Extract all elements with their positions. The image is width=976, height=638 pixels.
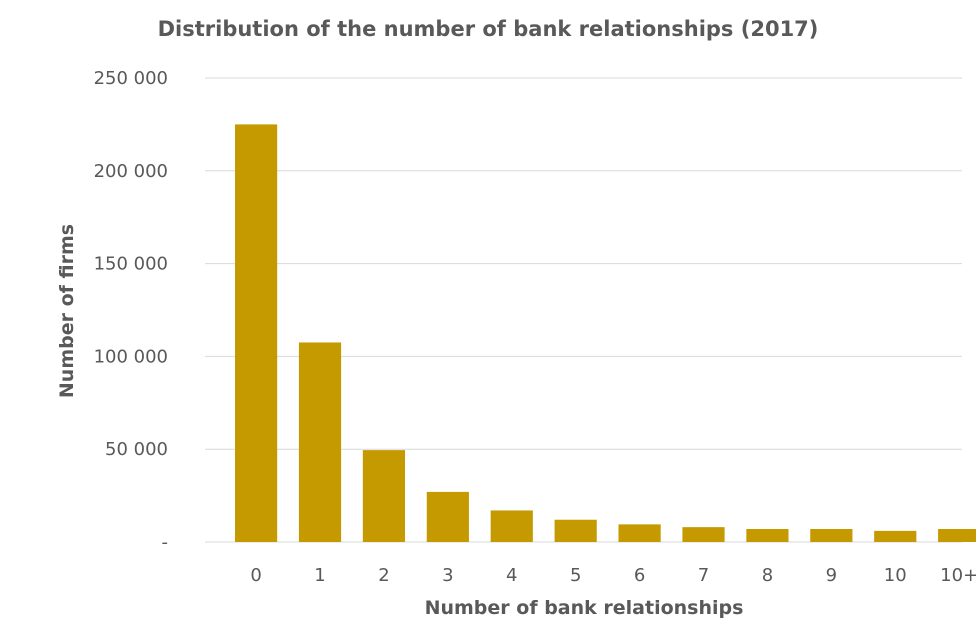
x-tick-label: 3: [442, 565, 453, 586]
bar-9: [810, 529, 853, 542]
y-axis-ticks: - 50 000 100 000 150 000 200 000 250 000: [94, 68, 168, 553]
bar-6: [618, 524, 661, 542]
y-tick-label: 150 000: [94, 254, 168, 275]
bar-3: [426, 491, 469, 542]
x-tick-label: 10: [884, 565, 907, 586]
x-tick-label: 6: [634, 565, 645, 586]
x-axis-title: Number of bank relationships: [425, 597, 744, 619]
bars: [235, 124, 976, 543]
x-tick-label: 4: [506, 565, 517, 586]
bar-7: [682, 527, 725, 542]
x-tick-label: 8: [762, 565, 773, 586]
x-tick-label: 1: [314, 565, 325, 586]
y-tick-label: -: [162, 532, 169, 553]
y-axis-title: Number of firms: [56, 224, 78, 398]
y-tick-label: 200 000: [94, 161, 168, 182]
x-tick-label: 7: [698, 565, 709, 586]
y-tick-label: 50 000: [105, 439, 168, 460]
bar-8: [746, 529, 789, 542]
x-tick-label: 9: [826, 565, 837, 586]
bar-10: [874, 530, 917, 542]
x-axis-ticks: 0 1 2 3 4 5 6 7 8 9 10 10+: [250, 565, 976, 586]
x-tick-label: 10+: [940, 565, 976, 586]
y-tick-label: 100 000: [94, 346, 168, 367]
x-tick-label: 0: [250, 565, 261, 586]
bar-0: [235, 124, 278, 543]
bar-1: [298, 342, 342, 542]
x-tick-label: 2: [378, 565, 389, 586]
x-tick-label: 5: [570, 565, 581, 586]
bar-2: [362, 450, 406, 542]
y-tick-label: 250 000: [94, 68, 168, 89]
chart-title: Distribution of the number of bank relat…: [158, 17, 819, 41]
bar-5: [554, 519, 597, 542]
bar-4: [490, 510, 533, 542]
bar-10+: [938, 529, 976, 542]
